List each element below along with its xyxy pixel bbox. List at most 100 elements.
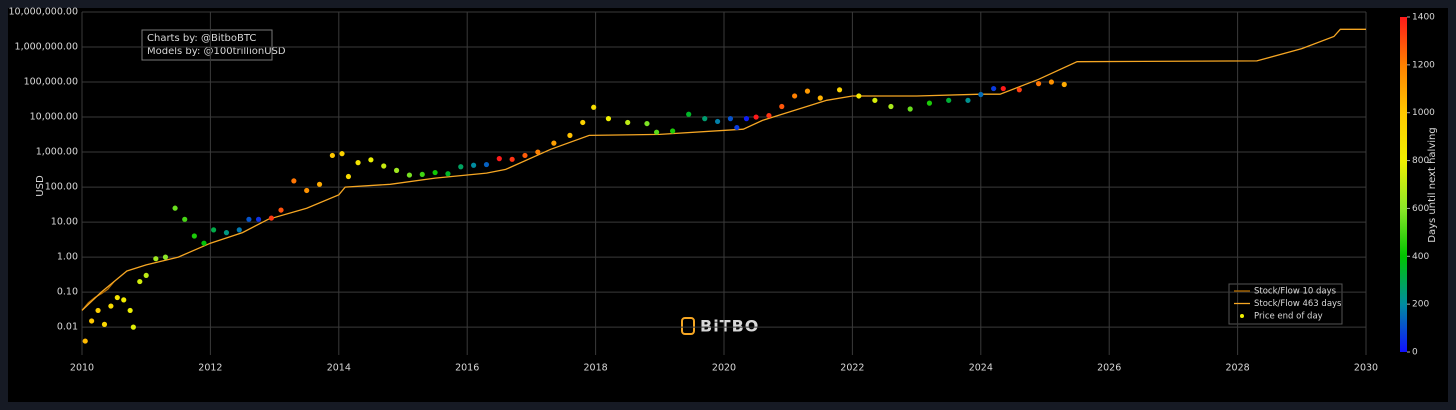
price-point (172, 205, 178, 211)
price-point (255, 216, 262, 222)
x-tick-label: 2016 (455, 363, 479, 374)
annotation: Charts by: @BitboBTC (147, 33, 256, 44)
price-point (211, 227, 217, 233)
price-point (82, 338, 88, 344)
y-tick-label: 0.01 (57, 322, 78, 333)
price-point (1061, 81, 1067, 88)
y-tick-label: 1,000,000.00 (15, 42, 78, 53)
price-point (483, 161, 490, 168)
price-point (804, 88, 811, 94)
price-point (471, 162, 477, 168)
price-point (1048, 79, 1055, 85)
price-point (965, 97, 971, 103)
price-point (753, 114, 759, 120)
price-point (268, 215, 274, 221)
price-point (509, 156, 515, 162)
price-point (162, 254, 169, 260)
colorbar-tick-label: 400 (1412, 252, 1429, 262)
price-point (153, 256, 159, 262)
x-tick-label: 2026 (1097, 363, 1121, 374)
colorbar-tick-label: 0 (1412, 348, 1418, 358)
x-tick-label: 2022 (840, 363, 864, 374)
price-point (1016, 87, 1022, 93)
price-point (792, 93, 798, 99)
price-point (496, 156, 502, 162)
colorbar-tick-label: 1400 (1412, 13, 1435, 23)
legend-label: Stock/Flow 10 days (1254, 287, 1337, 297)
price-point (644, 120, 650, 127)
price-point (114, 294, 120, 301)
annotation: Models by: @100trillionUSD (147, 46, 286, 57)
price-point (714, 118, 721, 125)
x-tick-label: 2024 (969, 363, 993, 374)
price-point (872, 97, 878, 103)
price-point (458, 164, 464, 170)
model-line (81, 28, 1366, 311)
price-point (127, 307, 133, 314)
legend-label: Stock/Flow 463 days (1254, 299, 1342, 309)
price-point (345, 173, 352, 180)
price-point (355, 159, 361, 166)
y-tick-label: 10,000.00 (30, 112, 78, 123)
y-tick-label: 1.00 (57, 252, 78, 263)
credit-box (141, 29, 273, 61)
price-point (278, 207, 284, 213)
x-tick-label: 2012 (198, 363, 222, 374)
price-point (419, 171, 425, 178)
price-point (130, 324, 136, 330)
price-point (535, 149, 541, 155)
price-point (907, 106, 913, 112)
price-point (339, 151, 345, 157)
y-tick-label: 100,000.00 (24, 77, 78, 88)
price-point (991, 85, 997, 92)
price-point (143, 272, 149, 279)
price-point (766, 112, 772, 119)
price-point (101, 321, 108, 327)
y-tick-label: 10,000,000.00 (8, 7, 78, 18)
price-point (393, 167, 400, 173)
price-point (223, 230, 230, 236)
price-point (381, 163, 387, 169)
price-point (686, 111, 692, 117)
price-point (368, 157, 374, 163)
price-point (605, 116, 612, 122)
price-point (182, 216, 188, 222)
price-point (591, 104, 597, 110)
colorbar-tick-label: 1200 (1412, 60, 1435, 70)
price-point (817, 95, 823, 101)
price-point (779, 103, 785, 110)
price-point (727, 116, 734, 122)
colorbar-label: Days until next halving (1427, 127, 1438, 242)
price-point (702, 116, 708, 122)
price-point (926, 100, 933, 106)
x-tick-label: 2020 (712, 363, 736, 374)
price-point (567, 132, 573, 138)
price-point (291, 178, 297, 184)
price-point (445, 171, 451, 177)
price-point (201, 240, 207, 246)
y-tick-label: 0.10 (57, 287, 78, 298)
logo-text: BiTBO (700, 317, 759, 336)
price-point (316, 181, 323, 187)
x-tick-label: 2030 (1354, 363, 1378, 374)
plot-background (8, 8, 1448, 402)
price-point (670, 128, 676, 134)
price-point (946, 97, 952, 103)
price-point (551, 140, 557, 146)
price-point (1035, 81, 1042, 87)
colorbar-tick-label: 600 (1412, 204, 1429, 214)
price-point (580, 119, 586, 126)
colorbar-tick-label: 1000 (1412, 108, 1435, 118)
x-tick-label: 2014 (327, 363, 351, 374)
legend-swatch (1240, 314, 1244, 318)
price-point (743, 116, 750, 122)
legend-label: Price end of day (1254, 312, 1323, 322)
price-point (137, 278, 143, 285)
x-tick-label: 2010 (70, 363, 94, 374)
logo-icon (681, 317, 695, 335)
y-tick-label: 100.00 (45, 182, 78, 193)
colorbar-tick-label: 200 (1412, 300, 1429, 310)
price-point (191, 233, 197, 239)
logo: BiTBO (681, 317, 759, 336)
